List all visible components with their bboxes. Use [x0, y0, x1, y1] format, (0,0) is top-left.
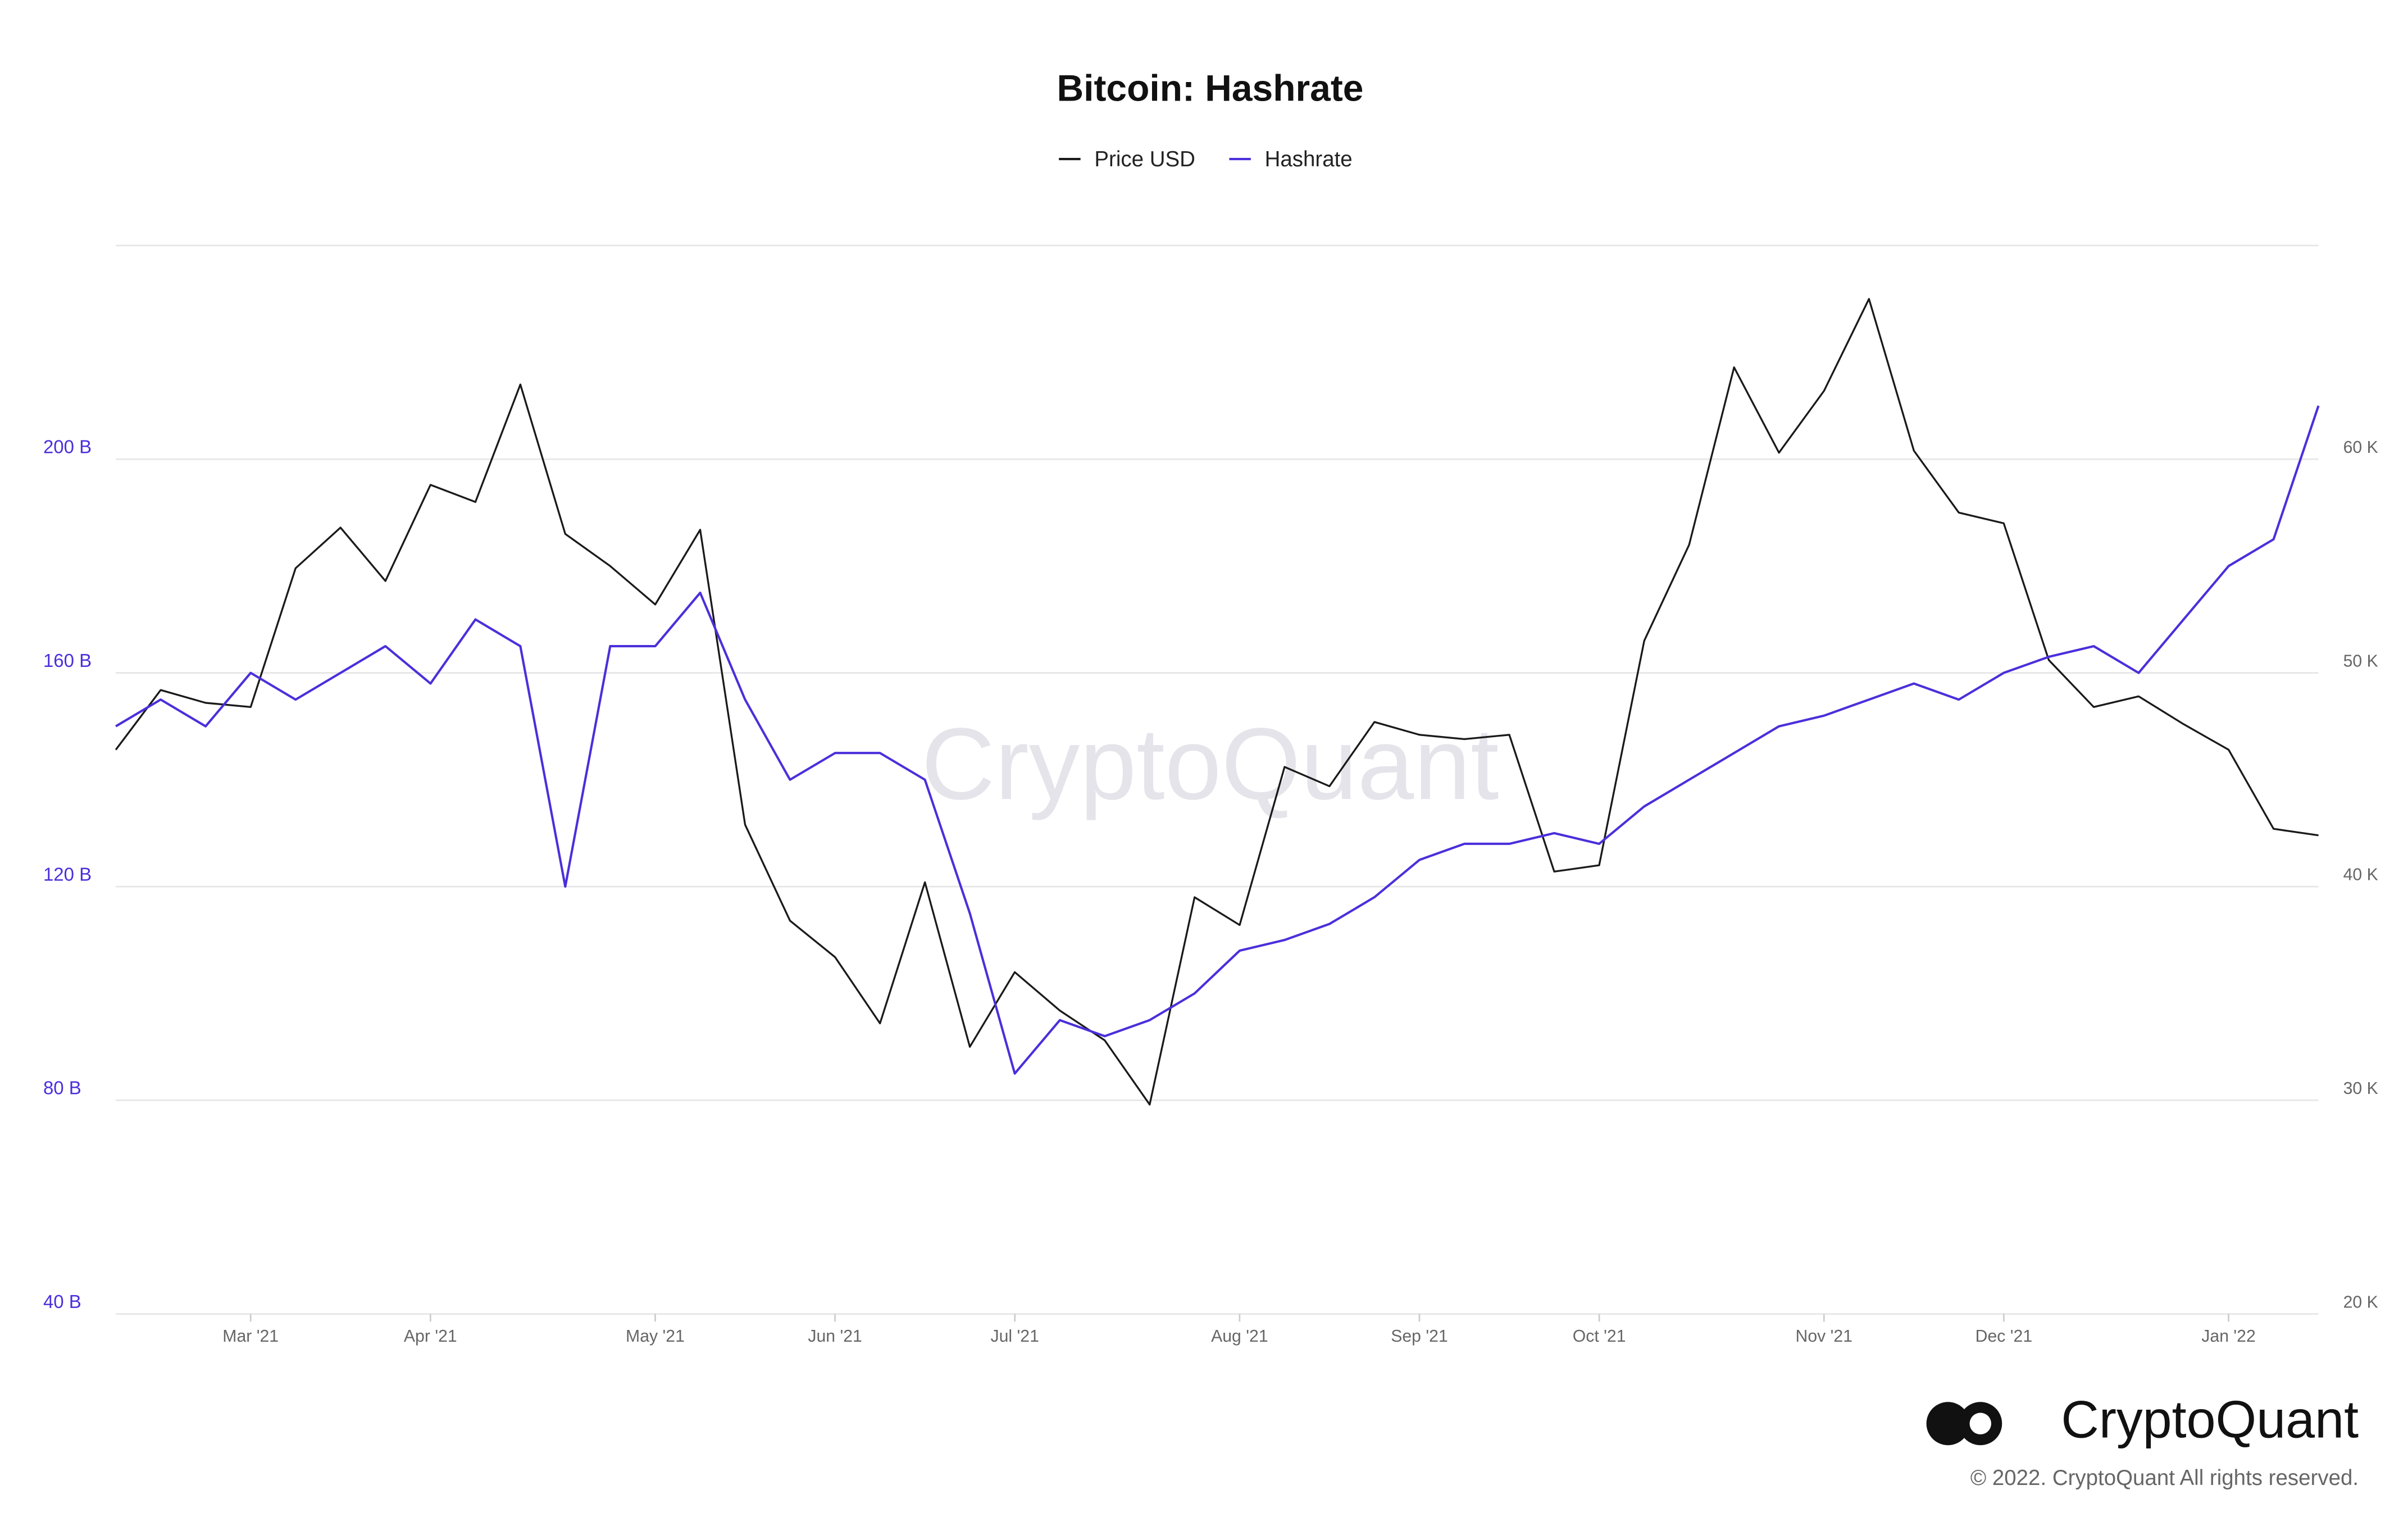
series-line [115, 298, 2319, 1106]
y2-tick-label: 20 K [2343, 1293, 2378, 1311]
x-tick-label: May '21 [626, 1327, 685, 1346]
y-tick-label: 200 B [43, 437, 92, 457]
y2-tick-label: 60 K [2343, 438, 2378, 457]
series-line [115, 405, 2320, 1075]
legend-label: Hashrate [1265, 147, 1353, 171]
x-tick-label: Oct '21 [1573, 1327, 1626, 1346]
y2-tick-label: 50 K [2343, 652, 2378, 670]
x-tick-label: Dec '21 [1975, 1327, 2033, 1346]
y2-tick-label: 40 K [2343, 866, 2378, 884]
x-tick-label: Jan '22 [2201, 1327, 2256, 1346]
legend-label: Price USD [1094, 147, 1195, 171]
y-tick-label: 120 B [43, 864, 92, 884]
y-tick-label: 40 B [43, 1291, 81, 1312]
x-tick-label: Jun '21 [808, 1327, 862, 1346]
x-tick-label: Mar '21 [222, 1327, 279, 1346]
x-tick-label: Nov '21 [1796, 1327, 1853, 1346]
watermark: CryptoQuant [921, 707, 1499, 821]
x-tick-label: Aug '21 [1211, 1327, 1268, 1346]
y-tick-label: 80 B [43, 1078, 81, 1098]
y-tick-label: 160 B [43, 650, 92, 671]
brand-name: CryptoQuant [2061, 1389, 2359, 1448]
copyright: © 2022. CryptoQuant All rights reserved. [1970, 1466, 2359, 1490]
chart-title: Bitcoin: Hashrate [1057, 67, 1364, 109]
x-tick-label: Sep '21 [1391, 1327, 1448, 1346]
x-tick-label: Jul '21 [991, 1327, 1039, 1346]
y2-tick-label: 30 K [2343, 1079, 2378, 1098]
brand-logo [1926, 1402, 2002, 1446]
x-tick-label: Apr '21 [404, 1327, 457, 1346]
